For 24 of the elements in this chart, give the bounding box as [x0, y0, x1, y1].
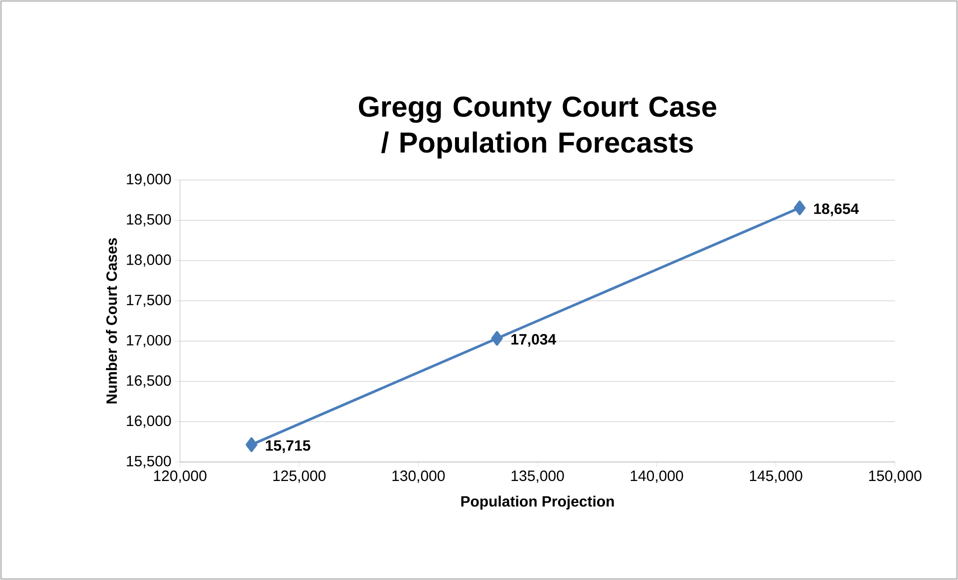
data-label: 17,034 [511, 334, 556, 347]
y-tick-label: 19,000 [126, 174, 171, 186]
x-tick-label: 145,000 [750, 470, 802, 483]
chart-title: Gregg County Court Case / Population Forecasts [358, 96, 716, 158]
x-tick-label: 150,000 [869, 470, 922, 483]
y-tick-label: 15,500 [126, 456, 171, 468]
y-tick-label: 17,500 [126, 294, 171, 308]
y-tick-label: 16,500 [126, 375, 171, 388]
x-tick-label: 140,000 [630, 470, 684, 483]
data-label: 15,715 [266, 440, 310, 453]
x-tick-label: 130,000 [392, 470, 445, 483]
x-tick-label: 125,000 [273, 470, 326, 483]
point [246, 437, 258, 452]
y-tick-label: 16,000 [126, 416, 171, 428]
y-tick-label: 18,500 [126, 214, 171, 226]
point [491, 331, 503, 346]
data-label: 18,654 [814, 203, 859, 216]
y-axis-title: Number of Court Cases [106, 238, 117, 404]
x-tick-label: 135,000 [512, 470, 564, 483]
x-axis-title: Population Projection [461, 496, 614, 510]
y-tick-label: 17,000 [126, 334, 171, 348]
x-tick-label: 120,000 [154, 470, 206, 483]
y-tick-label: 18,000 [126, 254, 171, 267]
point [794, 200, 806, 216]
